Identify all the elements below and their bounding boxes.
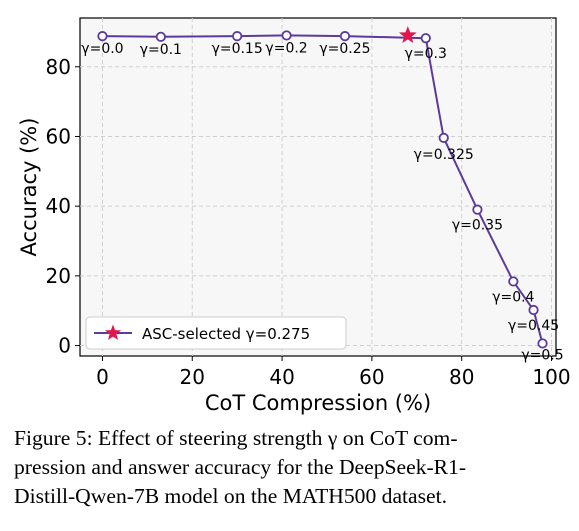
chart: γ=0.0 γ=0.1 γ=0.15 γ=0.2 γ=0.25 γ=0.3 γ=0.325 γ… bbox=[17, 17, 571, 415]
y-tick-label: 20 bbox=[46, 264, 71, 288]
x-tick-label: 60 bbox=[359, 365, 384, 389]
point-label: γ=0.4 bbox=[492, 289, 534, 305]
point-label: γ=0.325 bbox=[414, 147, 474, 163]
caption-line-2: pression and answer accuracy for the Dee… bbox=[14, 455, 467, 479]
x-axis-label: CoT Compression (%) bbox=[205, 391, 431, 415]
chart-svg: γ=0.0 γ=0.1 γ=0.15 γ=0.2 γ=0.25 γ=0.3 γ=0.325 γ… bbox=[17, 17, 571, 415]
data-point bbox=[472, 204, 483, 215]
point-label: γ=0.35 bbox=[452, 218, 503, 234]
data-point bbox=[438, 132, 449, 143]
y-tick-label: 60 bbox=[46, 124, 71, 148]
x-tick-label: 100 bbox=[532, 365, 570, 389]
data-point bbox=[420, 33, 431, 44]
x-tick-label: 80 bbox=[449, 365, 474, 389]
data-point bbox=[232, 31, 243, 42]
x-tick-label: 20 bbox=[180, 365, 205, 389]
point-labels: γ=0.0 γ=0.1 γ=0.15 γ=0.2 γ=0.25 γ=0.3 γ=0.325 γ… bbox=[81, 40, 563, 363]
data-point bbox=[339, 31, 351, 42]
point-label: γ=0.25 bbox=[319, 41, 370, 57]
legend-entry: ASC-selected γ=0.275 bbox=[142, 325, 310, 343]
tick-labels: 0 20 40 60 80 100 0 20 40 60 80 bbox=[46, 55, 571, 389]
point-label: γ=0.3 bbox=[405, 46, 447, 62]
caption-line-3: Distill-Qwen-7B model on the MATH500 dat… bbox=[14, 484, 448, 508]
highlight-star-marker bbox=[398, 26, 417, 43]
y-tick-label: 80 bbox=[46, 55, 71, 79]
point-label: γ=0.5 bbox=[521, 347, 563, 363]
data-point bbox=[281, 30, 292, 41]
data-point bbox=[508, 276, 519, 287]
y-tick-label: 40 bbox=[46, 194, 71, 218]
point-label: γ=0.45 bbox=[508, 318, 559, 334]
x-tick-label: 0 bbox=[96, 365, 109, 389]
y-axis-label: Accuracy (%) bbox=[17, 118, 41, 257]
point-label: γ=0.0 bbox=[81, 41, 123, 57]
point-label: γ=0.15 bbox=[212, 41, 263, 57]
point-label: γ=0.1 bbox=[140, 42, 182, 58]
data-point bbox=[528, 304, 539, 316]
legend-box bbox=[85, 316, 347, 350]
data-point bbox=[537, 338, 548, 349]
data-point bbox=[155, 31, 166, 42]
point-label: γ=0.2 bbox=[265, 40, 307, 56]
caption-line-1: Figure 5: Effect of steering strength γ … bbox=[14, 426, 458, 450]
data-point bbox=[97, 31, 108, 42]
legend: ASC-selected γ=0.275 bbox=[85, 316, 347, 350]
data-points bbox=[97, 26, 548, 349]
figure-caption: Figure 5: Effect of steering strength γ … bbox=[14, 424, 566, 511]
y-tick-label: 0 bbox=[58, 334, 71, 358]
plot-area bbox=[79, 17, 557, 357]
legend-star-icon bbox=[104, 324, 122, 340]
x-tick-label: 40 bbox=[269, 365, 294, 389]
